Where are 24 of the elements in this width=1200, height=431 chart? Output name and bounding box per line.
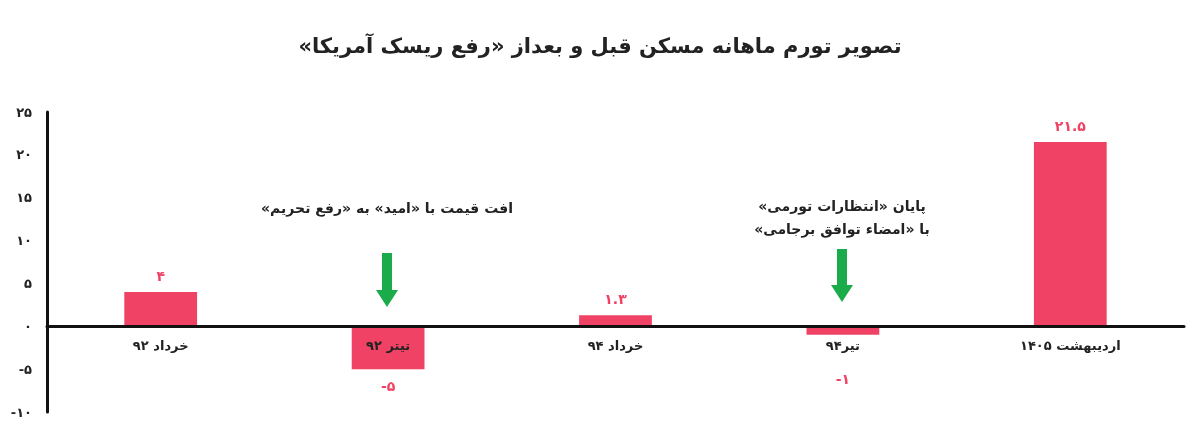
x-tick-label: تیر۹۴ [825, 338, 860, 354]
chart-title: تصویر تورم ماهانه مسکن قبل و بعداز «رفع ریسک آمریکا» [298, 32, 902, 58]
y-tick-label: -۱۰ [10, 404, 32, 420]
y-tick-label: ۵ [24, 275, 33, 291]
x-tick-label: تیتر ۹۲ [366, 338, 411, 354]
data-label: ۱.۳ [604, 291, 628, 308]
annotation: افت قیمت با «امید» به «رفع تحریم» [261, 199, 513, 217]
y-tick-label: ۰ [24, 318, 32, 334]
y-tick-label: ۲۰ [16, 147, 32, 163]
x-tick-label: خرداد ۹۲ [132, 338, 189, 354]
data-label: -۱ [835, 371, 851, 388]
y-tick-label: ۱۵ [16, 190, 33, 206]
x-tick-label: اردیبهشت ۱۴۰۵ [1019, 338, 1121, 354]
y-tick-label: -۵ [18, 361, 33, 377]
data-label: -۵ [380, 378, 396, 395]
bar [1033, 142, 1107, 327]
y-tick-label: ۲۵ [16, 104, 33, 120]
data-label: ۲۱.۵ [1054, 118, 1087, 134]
bar [124, 292, 198, 327]
y-tick-label: ۱۰ [16, 233, 32, 249]
bar [579, 315, 652, 327]
data-label: ۴ [156, 268, 166, 284]
x-tick-label: خرداد ۹۴ [587, 338, 644, 354]
annotation: پایان «انتظارات تورمی» با «امضاء توافق برجامی» [754, 197, 930, 238]
